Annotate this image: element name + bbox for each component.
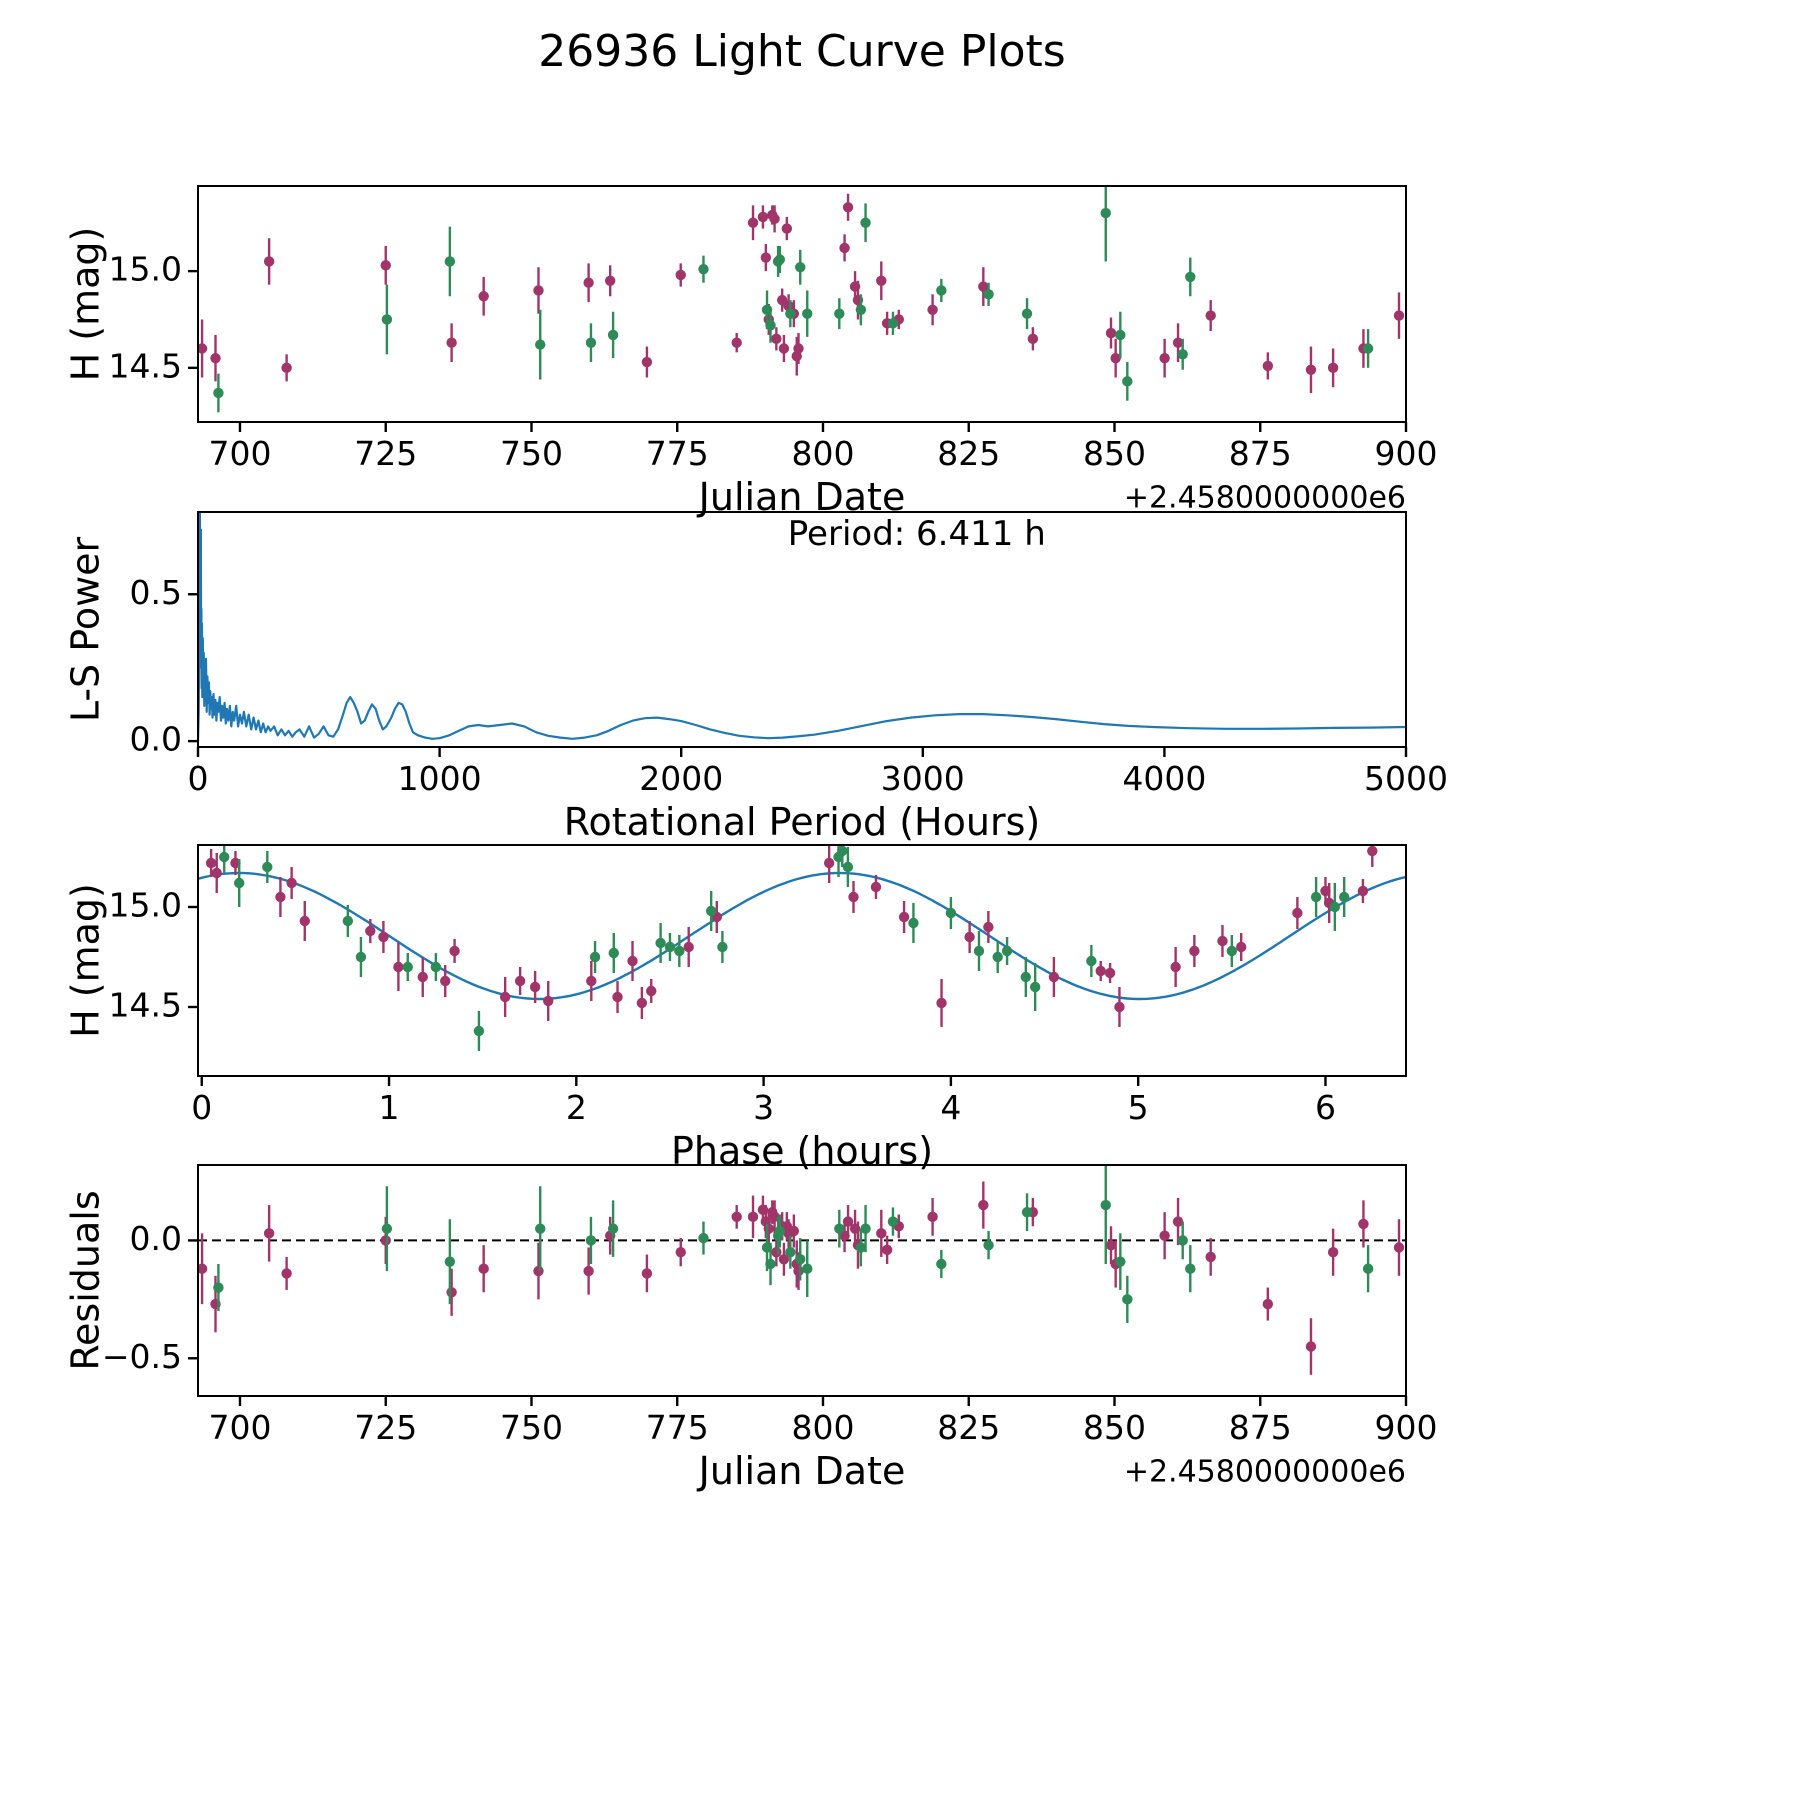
axes-frame: [197, 844, 1407, 1077]
series-phase-green: [219, 845, 1350, 1051]
period-annotation: Period: 6.411 h: [788, 514, 1046, 554]
series-obs-purple: [198, 193, 1405, 393]
axes-frame: [197, 1164, 1407, 1397]
series-obs-green-residual: [213, 1165, 1374, 1323]
x-tick-label: 1000: [398, 759, 482, 798]
panel-phase-curve: 0 1 2 3 4 5 6 14.5 15.0 Phase (hours) H (mag): [64, 844, 1407, 1173]
x-tick-label: 2000: [639, 759, 723, 798]
x-tick-label: 825: [937, 434, 1000, 473]
x-tick-label: 775: [646, 434, 709, 473]
x-tick-label: 800: [791, 434, 854, 473]
x-tick-label: 900: [1375, 1408, 1438, 1447]
x-tick-label: 750: [500, 434, 563, 473]
panel-lightcurve: 700 725 750 775 800 825 850 875 90014.515.0Julia…: [64, 185, 1438, 519]
y-tick-label: −0.5: [102, 1337, 182, 1376]
x-tick-label: 3: [753, 1088, 774, 1127]
sinusoid-fit-line: [198, 871, 1406, 1001]
phase-curve-plot-area: [198, 845, 1406, 1051]
x-axis-offset-label: +2.4580000000e6: [1124, 1455, 1406, 1490]
x-tick-label: 3000: [881, 759, 965, 798]
residuals-plot-area: [198, 1165, 1406, 1375]
x-tick-label: 875: [1229, 434, 1292, 473]
x-tick-label: 1: [379, 1088, 400, 1127]
x-tick-label: 700: [208, 434, 271, 473]
x-tick-label: 0: [191, 1088, 212, 1127]
figure-title: 26936 Light Curve Plots: [538, 26, 1066, 77]
x-tick-label: 725: [354, 1408, 417, 1447]
lightcurve-plot-area: [198, 186, 1405, 413]
x-tick-label: 775: [646, 1408, 709, 1447]
y-tick-label: 15.0: [109, 250, 182, 289]
y-tick-label: 0.0: [130, 1219, 182, 1258]
panel-residuals: 700 725 750 775 800 825 850 875 900 −0.5 0.0 Julian…: [64, 1164, 1438, 1493]
panel-periodogram: 0 1000 2000 3000 4000 5000 0.0 0.5 Rotational Pe…: [64, 511, 1448, 844]
x-tick-label: 875: [1229, 1408, 1292, 1447]
x-tick-label: 850: [1083, 1408, 1146, 1447]
y-tick-label: 0.5: [130, 573, 182, 612]
y-axis-label: Residuals: [64, 1190, 108, 1370]
series-phase-purple: [205, 845, 1378, 1027]
x-tick-label: 800: [791, 1408, 854, 1447]
y-tick-label: 14.5: [109, 986, 182, 1025]
x-tick-label: 4000: [1122, 759, 1206, 798]
x-tick-label: 900: [1375, 434, 1438, 473]
periodogram-line: [198, 512, 1406, 742]
series-obs-green: [213, 186, 1374, 413]
x-tick-label: 700: [208, 1408, 271, 1447]
x-tick-label: 825: [937, 1408, 1000, 1447]
x-axis-label: Rotational Period (Hours): [564, 800, 1040, 844]
x-tick-label: 850: [1083, 434, 1146, 473]
periodogram-plot-area: [198, 512, 1406, 742]
x-axis-offset-label: +2.4580000000e6: [1124, 481, 1406, 516]
x-tick-label: 5: [1128, 1088, 1149, 1127]
x-axis-label: Julian Date: [697, 1449, 906, 1493]
x-tick-label: 6: [1315, 1088, 1336, 1127]
axes-frame: [197, 185, 1407, 423]
series-obs-purple-residual: [198, 1181, 1405, 1375]
y-axis-label: H (mag): [64, 227, 108, 382]
y-axis-label: L-S Power: [64, 536, 108, 722]
x-axis-label: Phase (hours): [671, 1129, 933, 1173]
axes-frame: [197, 511, 1407, 748]
y-axis-label: H (mag): [64, 883, 108, 1038]
x-tick-label: 5000: [1364, 759, 1448, 798]
y-tick-label: 15.0: [109, 886, 182, 925]
y-tick-label: 14.5: [109, 346, 182, 385]
x-tick-label: 0: [188, 759, 209, 798]
x-tick-label: 4: [940, 1088, 961, 1127]
y-tick-label: 0.0: [130, 720, 182, 759]
x-tick-label: 2: [566, 1088, 587, 1127]
x-tick-label: 725: [354, 434, 417, 473]
x-tick-label: 750: [500, 1408, 563, 1447]
